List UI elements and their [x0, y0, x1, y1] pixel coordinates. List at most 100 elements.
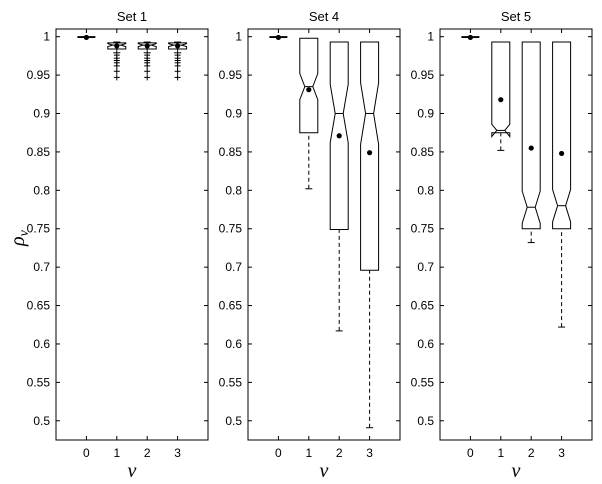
box-body [521, 41, 541, 230]
box-0 [77, 34, 96, 41]
y-tick-label: 0.75 [219, 222, 243, 236]
mean-point [467, 34, 473, 41]
y-tick-label: 0.5 [33, 414, 50, 428]
y-tick-label: 0.9 [33, 107, 50, 121]
box-3 [168, 41, 188, 81]
mean-point [114, 43, 120, 49]
x-tick-label: 3 [174, 446, 181, 460]
y-tick-label: 0.9 [417, 107, 434, 121]
x-tick-label: 1 [497, 446, 504, 460]
x-tick-label: 0 [275, 446, 282, 460]
y-tick-label: 0.65 [219, 299, 243, 313]
y-tick-label: 0.7 [417, 260, 434, 274]
outlier-marker [174, 62, 181, 69]
y-tick-label: 0.8 [417, 183, 434, 197]
y-tick-label: 0.55 [219, 375, 243, 389]
plot-frame [55, 28, 209, 441]
y-axis-label-symbol: ρ [7, 236, 29, 247]
outlier-marker [174, 68, 181, 75]
x-tick-label: 2 [528, 446, 535, 460]
x-tick-label: 0 [83, 446, 90, 460]
mean-point [528, 145, 534, 151]
plot-frame [439, 28, 593, 441]
y-axis-label: ρv [7, 229, 32, 247]
y-tick-label: 0.6 [225, 337, 242, 351]
mean-point [336, 133, 342, 139]
box-body [552, 41, 572, 230]
y-tick-label: 0.5 [417, 414, 434, 428]
x-tick-label: 2 [144, 446, 151, 460]
y-tick-label: 0.5 [225, 414, 242, 428]
box-body [329, 41, 349, 231]
x-tick-label: 3 [366, 446, 373, 460]
panel-title: Set 1 [117, 9, 147, 24]
x-tick-label: 1 [113, 446, 120, 460]
box-body [137, 42, 157, 50]
x-axis-label: v [128, 460, 137, 482]
y-tick-label: 0.75 [27, 222, 51, 236]
outlier-marker [113, 74, 120, 81]
y-tick-label: 0.6 [33, 337, 50, 351]
x-tick-label: 2 [336, 446, 343, 460]
box-3 [552, 41, 572, 328]
box-body [168, 42, 188, 50]
mean-point [83, 34, 89, 41]
box-body [360, 41, 380, 271]
outlier-marker [144, 62, 151, 69]
box-body [491, 41, 511, 138]
mean-point [144, 43, 150, 49]
y-tick-label: 0.8 [225, 183, 242, 197]
y-tick-label: 0.55 [27, 375, 51, 389]
y-tick-label: 0.95 [27, 68, 51, 82]
y-tick-label: 1 [427, 30, 434, 44]
mean-point [559, 150, 565, 157]
panel-title: Set 5 [501, 9, 531, 24]
outlier-marker [113, 62, 120, 69]
y-tick-label: 0.7 [225, 260, 242, 274]
panel-2: Set 4 0.5 0.55 0.6 0.65 0.7 0.75 0.8 0.85 0.9 0.95… [219, 9, 401, 482]
y-tick-label: 0.85 [219, 145, 243, 159]
y-tick-label: 0.65 [411, 299, 435, 313]
x-axis-label: v [320, 460, 329, 482]
y-tick-label: 0.7 [33, 260, 50, 274]
x-tick-label: 1 [305, 446, 312, 460]
outlier-marker [174, 74, 181, 81]
y-tick-label: 1 [43, 30, 50, 44]
y-tick-label: 0.6 [417, 337, 434, 351]
y-tick-label: 0.8 [33, 183, 50, 197]
box-0 [461, 34, 480, 41]
outlier-marker [144, 74, 151, 81]
y-tick-label: 0.95 [411, 68, 435, 82]
panel-title: Set 4 [309, 9, 339, 24]
box-body [299, 37, 319, 134]
box-0 [269, 34, 288, 41]
box-1 [107, 41, 127, 81]
outlier-marker [113, 68, 120, 75]
mean-point [367, 150, 373, 156]
mean-point [175, 43, 181, 49]
y-tick-label: 0.9 [225, 107, 242, 121]
panel-1: Set 1 0.5 0.55 0.6 0.65 0.7 0.75 0.8 0.85 0.9 0.95… [27, 9, 209, 482]
box-1 [491, 41, 511, 151]
outlier-marker [144, 68, 151, 75]
plot-frame [247, 28, 401, 441]
panels-group: Set 1 0.5 0.55 0.6 0.65 0.7 0.75 0.8 0.85 0.9 0.95… [27, 9, 593, 482]
box-2 [329, 41, 349, 332]
svg-text:ρv: ρv [7, 229, 32, 247]
box-2 [521, 41, 541, 244]
y-axis-label-subscript: v [17, 229, 32, 236]
y-tick-label: 0.75 [411, 222, 435, 236]
box-3 [360, 41, 380, 429]
panel-3: Set 5 0.5 0.55 0.6 0.65 0.7 0.75 0.8 0.85 0.9 0.95… [411, 9, 593, 482]
box-1 [299, 37, 319, 190]
x-axis-label: v [512, 460, 521, 482]
mean-point [275, 34, 281, 41]
y-tick-label: 0.95 [219, 68, 243, 82]
x-tick-label: 3 [558, 446, 565, 460]
y-tick-label: 1 [235, 30, 242, 44]
y-tick-label: 0.55 [411, 375, 435, 389]
y-tick-label: 0.85 [27, 145, 51, 159]
y-tick-label: 0.85 [411, 145, 435, 159]
mean-point [306, 87, 312, 93]
